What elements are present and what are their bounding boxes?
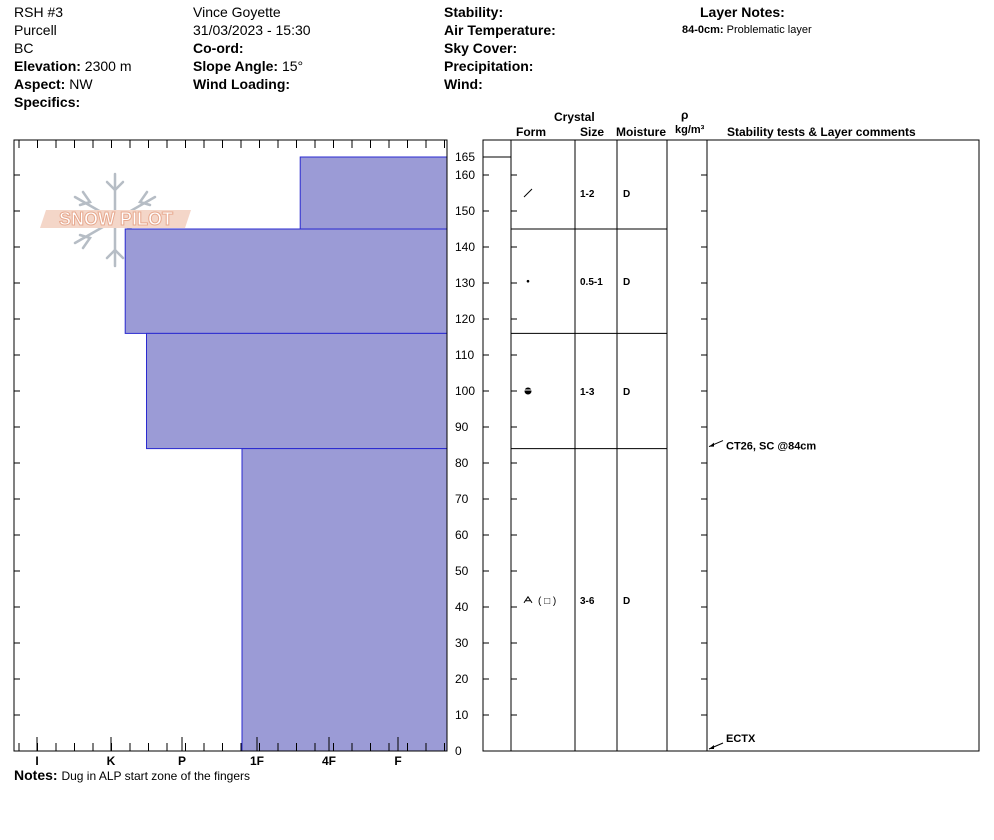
specifics-label: Specifics: xyxy=(14,94,81,110)
layer-note: 84-0cm: Problematic layer xyxy=(682,23,812,37)
height-tick-label: 30 xyxy=(455,636,469,650)
height-tick-label: 60 xyxy=(455,528,469,542)
elevation-row: Elevation: 2300 m xyxy=(14,57,132,75)
hardness-layer-bar xyxy=(241,448,448,752)
layer-note-text: Problematic layer xyxy=(726,24,812,36)
rho-heading: ρ xyxy=(681,108,689,122)
height-tick-label: 90 xyxy=(455,420,469,434)
hardness-tick-label: P xyxy=(178,754,186,768)
air-temp-label: Air Temperature: xyxy=(444,22,556,38)
hardness-tick-label: 1F xyxy=(250,754,264,768)
layer-table-frame xyxy=(482,139,980,752)
slope-value: 15° xyxy=(281,58,304,74)
height-tick-label: 150 xyxy=(455,204,475,218)
elevation-label: Elevation: xyxy=(14,58,81,74)
precip-label: Precipitation: xyxy=(444,58,534,74)
profile-name: RSH #3 xyxy=(14,4,64,20)
height-tick-label: 10 xyxy=(455,708,469,722)
slope-label: Slope Angle: xyxy=(193,58,279,74)
crystal-heading: Crystal xyxy=(554,110,595,124)
hardness-tick-label: I xyxy=(35,754,38,768)
layer-moisture-text: D xyxy=(623,189,630,200)
depth-hoar-secondary-form: ( □ ) xyxy=(538,596,556,607)
precipitation-particle-icon xyxy=(523,188,533,198)
height-tick-label: 130 xyxy=(455,276,475,290)
logo-text: SNOW PILOT xyxy=(59,209,173,229)
observation-datetime: 31/03/2023 - 15:30 xyxy=(193,22,311,38)
notes-row: Notes: Dug in ALP start zone of the fing… xyxy=(14,766,250,785)
form-heading: Form xyxy=(516,125,546,139)
stability-arrow-head xyxy=(709,442,714,447)
layer-size-text: 1-2 xyxy=(580,189,595,200)
layer-moisture-text: D xyxy=(623,277,630,288)
height-tick-label: 80 xyxy=(455,456,469,470)
height-tick-label: 160 xyxy=(455,168,475,182)
aspect-value: NW xyxy=(69,76,93,92)
height-tick-label: 40 xyxy=(455,600,469,614)
layer-size-text: 3-6 xyxy=(580,596,595,607)
snowpilot-logo: SNOW PILOT xyxy=(38,170,193,270)
coord-label: Co-ord: xyxy=(193,40,244,56)
snowflake-logo-icon: SNOW PILOT xyxy=(40,172,191,268)
density-unit-heading: kg/m³ xyxy=(675,124,705,136)
elevation-value: 2300 m xyxy=(84,58,132,74)
notes-label: Notes: xyxy=(14,767,58,783)
hardness-frame xyxy=(13,139,448,752)
hardness-tick-label: F xyxy=(394,754,401,768)
sky-cover-label: Sky Cover: xyxy=(444,40,518,56)
depth-hoar-icon xyxy=(523,595,533,604)
height-tick-label: 140 xyxy=(455,240,475,254)
wind-label: Wind: xyxy=(444,76,483,92)
total-depth-label: 165 xyxy=(455,150,475,164)
layer-note-depth: 84-0cm: xyxy=(682,24,724,36)
hardness-tick-label: K xyxy=(107,754,116,768)
hardness-layer-bar xyxy=(146,332,448,450)
notes-text: Dug in ALP start zone of the fingers xyxy=(61,769,251,783)
height-tick-label: 120 xyxy=(455,312,475,326)
graupel-dot-icon xyxy=(526,279,530,283)
region-name: BC xyxy=(14,40,34,56)
layer-notes-label: Layer Notes: xyxy=(700,4,785,20)
height-tick-label: 70 xyxy=(455,492,469,506)
layer-moisture-text: D xyxy=(623,596,630,607)
moisture-heading: Moisture xyxy=(616,125,667,139)
stability-test-label: ECTX xyxy=(726,733,756,745)
wind-loading-label: Wind Loading: xyxy=(193,76,291,92)
hardness-tick-label: 4F xyxy=(322,754,336,768)
layer-size-text: 0.5-1 xyxy=(580,277,603,288)
height-tick-label: 100 xyxy=(455,384,475,398)
layer-size-text: 1-3 xyxy=(580,387,595,398)
height-tick-label: 110 xyxy=(455,348,474,362)
aspect-row: Aspect: NW xyxy=(14,75,93,93)
rounded-faceted-icon xyxy=(524,387,532,395)
range-name: Purcell xyxy=(14,22,57,38)
slope-row: Slope Angle: 15° xyxy=(193,57,303,75)
stability-heading: Stability tests & Layer comments xyxy=(727,125,916,139)
observer-name: Vince Goyette xyxy=(193,4,281,20)
height-tick-label: 50 xyxy=(455,564,469,578)
stability-arrow-head xyxy=(709,745,714,749)
stability-test-label: CT26, SC @84cm xyxy=(726,441,816,453)
layer-moisture-text: D xyxy=(623,387,630,398)
hardness-layer-bar xyxy=(299,156,448,230)
height-tick-label: 0 xyxy=(455,744,462,758)
hardness-layer-bar xyxy=(124,228,448,334)
stability-label: Stability: xyxy=(444,4,504,20)
size-heading: Size xyxy=(580,125,605,139)
aspect-label: Aspect: xyxy=(14,76,66,92)
height-tick-label: 20 xyxy=(455,672,469,686)
